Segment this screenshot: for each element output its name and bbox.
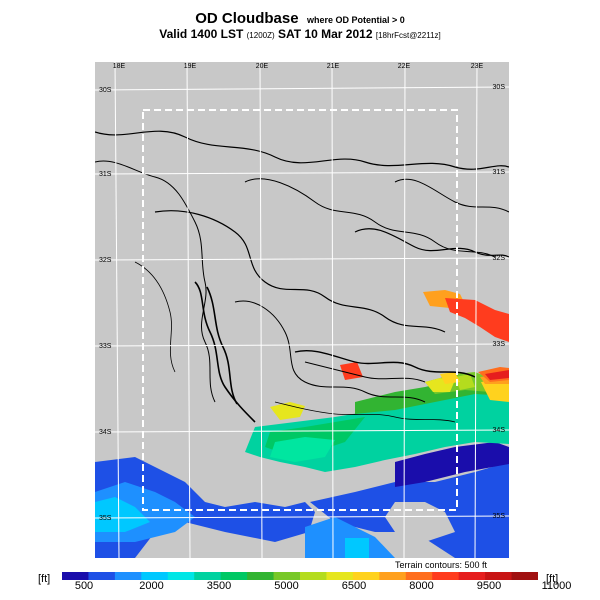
colorbar-unit-right: [ft]: [546, 573, 559, 585]
lat-right-label-34s: 34S: [493, 427, 506, 434]
colorbar-tick-3500: 3500: [206, 580, 232, 592]
colorbar-swatch: [247, 572, 275, 580]
colorbar-tick-2000: 2000: [139, 580, 164, 592]
lat-left-label-33s: 33S: [99, 343, 112, 350]
cloudbase-map[interactable]: 18E 19E 20E 21E 22E 23E 18E 19E 20E 21E 22E 30S 31…: [95, 62, 509, 558]
lat-left-label-30s: 30S: [99, 87, 112, 94]
lat-right-labels: 30S 31S 32S 33S 34S 35S: [493, 84, 506, 520]
colorbar-swatch: [432, 572, 460, 580]
lon-top-label-20e: 20E: [256, 63, 269, 70]
chart-title: OD Cloudbase where OD Potential > 0: [0, 10, 600, 28]
high-cloudbase-cells: [270, 290, 509, 420]
title-note: where OD Potential > 0: [307, 15, 405, 25]
colorbar-swatch: [88, 572, 116, 580]
lat-left-label-32s: 32S: [99, 257, 112, 264]
colorbar-swatch: [300, 572, 327, 580]
colorbar-swatch: [194, 572, 222, 580]
title-main: OD Cloudbase: [195, 10, 299, 27]
lat-right-label-31s: 31S: [493, 169, 506, 176]
colorbar-swatch: [511, 572, 538, 580]
forecast-run: [18hrFcst@2211z]: [375, 31, 441, 40]
colorbar-swatch: [379, 572, 407, 580]
colorbar-swatch: [405, 572, 433, 580]
colorbar-tick-500: 500: [74, 580, 94, 592]
colorbar-swatch: [141, 572, 169, 580]
colorbar-swatch: [485, 572, 513, 580]
colorbar-tick-5000: 5000: [274, 580, 299, 592]
lat-right-label-35s: 35S: [493, 513, 506, 520]
colorbar-swatch: [114, 572, 142, 580]
chart-subtitle: Valid 1400 LST (1200Z) SAT 10 Mar 2012 […: [0, 27, 600, 41]
lat-right-label-33s: 33S: [493, 341, 506, 348]
colorbar-tick-11000: 11000: [541, 580, 572, 592]
colorbar-swatch: [273, 572, 301, 580]
colorbar-tick-9500: 9500: [476, 580, 502, 592]
lat-right-label-30s: 30S: [493, 84, 506, 91]
graticule: [95, 62, 509, 558]
lon-top-label-18e: 18E: [113, 63, 126, 70]
lat-left-label-31s: 31S: [99, 171, 112, 178]
colorbar-tick-6500: 6500: [341, 580, 367, 592]
lon-top-label-22e: 22E: [398, 63, 411, 70]
colorbar-swatch: [167, 572, 195, 580]
colorbar: [62, 572, 538, 580]
colorbar-swatch: [458, 572, 486, 580]
colorbar-swatch: [62, 572, 89, 580]
valid-time: Valid 1400 LST: [159, 27, 244, 41]
inner-domain-outline: [142, 109, 458, 511]
lon-top-labels: 18E 19E 20E 21E 22E 23E: [113, 63, 484, 70]
terrain-contours-note: Terrain contours: 500 ft: [395, 560, 488, 570]
colorbar-unit-left: [ft]: [38, 573, 51, 585]
colorbar-swatch: [220, 572, 248, 580]
lat-left-label-35s: 35S: [99, 515, 112, 522]
lat-right-label-32s: 32S: [493, 255, 506, 262]
forecast-date: SAT 10 Mar 2012: [278, 27, 373, 41]
low-cloudbase-cells: [95, 442, 509, 558]
colorbar-swatch: [326, 572, 354, 580]
colorbar-tick-8000: 8000: [409, 580, 434, 592]
lon-top-label-23e: 23E: [471, 63, 484, 70]
lat-left-labels: 30S 31S 32S 33S 34S 35S: [99, 87, 112, 522]
terrain-contours: [95, 130, 509, 423]
map-panel[interactable]: 18E 19E 20E 21E 22E 23E 18E 19E 20E 21E 22E 30S 31…: [95, 62, 509, 558]
lon-top-label-21e: 21E: [327, 63, 340, 70]
lat-left-label-34s: 34S: [99, 429, 112, 436]
lon-top-label-19e: 19E: [184, 63, 197, 70]
colorbar-swatch: [352, 572, 380, 580]
utc-time: (1200Z): [246, 31, 275, 40]
